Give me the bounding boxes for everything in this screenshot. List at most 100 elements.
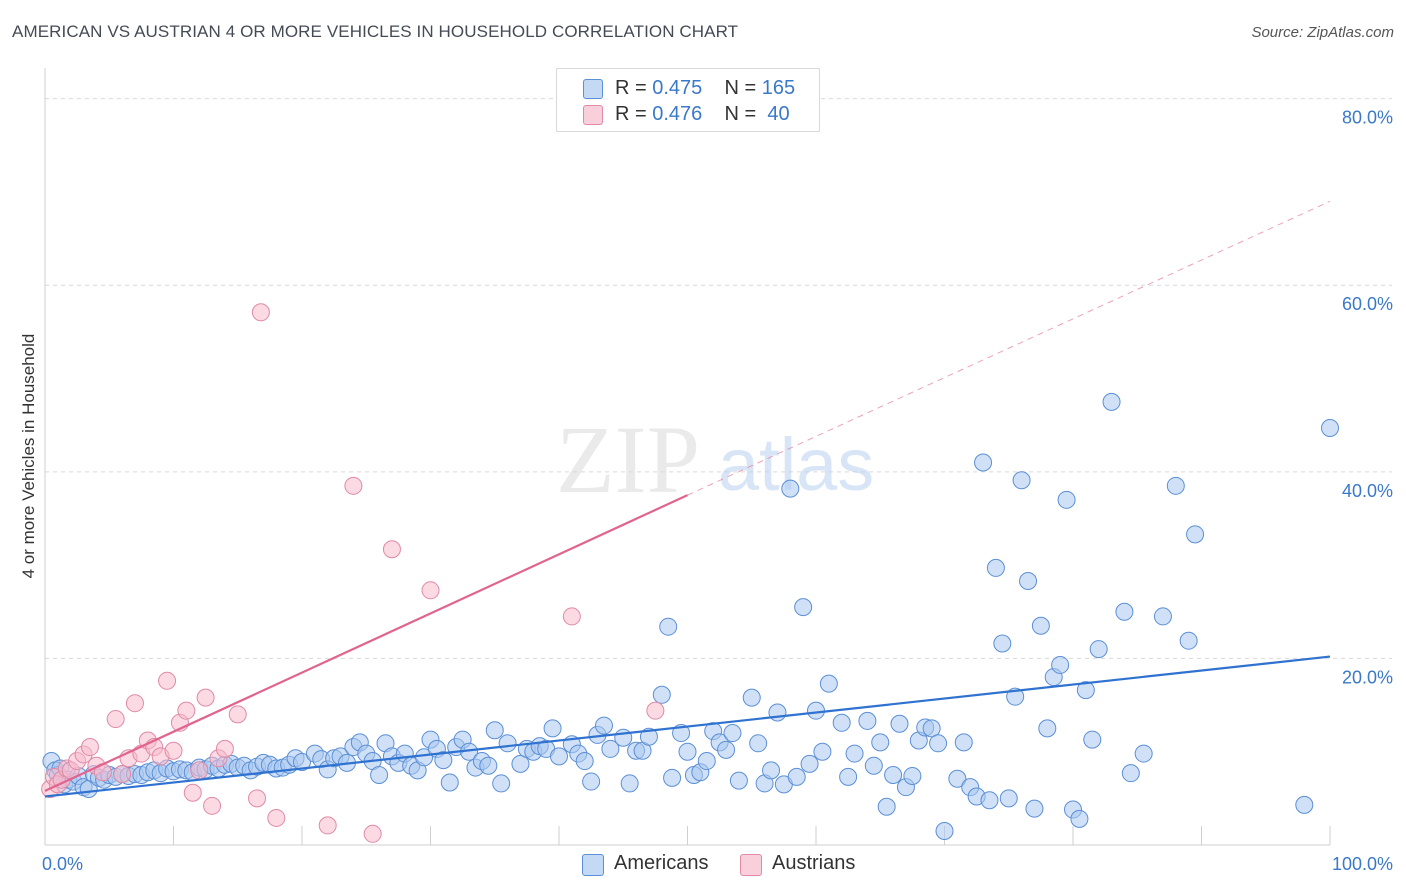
austrian-point [344, 476, 363, 495]
american-point [871, 733, 890, 752]
american-point [672, 724, 691, 743]
american-point [948, 769, 967, 788]
austrians-legend-label: Austrians [772, 852, 856, 874]
american-point [582, 772, 601, 791]
legend-n-label: N = [724, 77, 757, 99]
american-point [839, 767, 858, 786]
american-point [929, 734, 948, 753]
legend-r-label: R = [615, 77, 647, 99]
american-point [434, 751, 453, 770]
american-point [575, 752, 594, 771]
american-point [999, 789, 1018, 808]
axes [44, 68, 1331, 846]
american-point [1134, 744, 1153, 763]
austrians-legend-swatch [740, 854, 762, 876]
americans-trend-line [44, 655, 1331, 798]
austrian-point [183, 783, 202, 802]
austrian-point [228, 705, 247, 724]
american-point [993, 634, 1012, 653]
watermark-zip: ZIP [556, 406, 700, 513]
austrian-point [251, 303, 270, 322]
austrian-point [164, 741, 183, 760]
american-point [1019, 571, 1038, 590]
american-point [440, 773, 459, 792]
american-point [800, 754, 819, 773]
american-point [594, 716, 613, 735]
american-point [498, 734, 517, 753]
american-point [678, 742, 697, 761]
austrian-point [177, 701, 196, 720]
american-point [832, 713, 851, 732]
austrians-swatch [583, 105, 603, 125]
austrian-point [363, 824, 382, 843]
y-tick-label: 20.0% [1342, 667, 1393, 687]
american-point [954, 733, 973, 752]
x-tick-label: 0.0% [42, 854, 83, 874]
american-point [986, 558, 1005, 577]
american-point [1076, 681, 1095, 700]
series-legend: Americans Austrians [0, 850, 1406, 880]
american-point [1102, 392, 1121, 411]
american-point [717, 740, 736, 759]
y-tick-label: 40.0% [1342, 481, 1393, 501]
american-point [511, 754, 530, 773]
legend-r-value: 0.476 [652, 103, 703, 125]
legend-n-value: 40 [767, 103, 790, 125]
american-point [1038, 719, 1057, 738]
grid-lines [45, 98, 1392, 659]
chart-title: AMERICAN VS AUSTRIAN 4 OR MORE VEHICLES … [12, 22, 739, 41]
americans-points [42, 392, 1339, 841]
american-point [415, 748, 434, 767]
austrian-point [196, 688, 215, 707]
american-point [935, 822, 954, 841]
american-point [723, 724, 742, 743]
american-point [922, 719, 941, 738]
legend-n-value: 165 [761, 77, 796, 99]
american-point [1083, 730, 1102, 749]
americans-legend-swatch [582, 854, 604, 876]
american-point [890, 714, 909, 733]
austrian-point [190, 761, 209, 780]
tick-labels: 20.0% 40.0% 60.0% 80.0% 0.0% 100.0% [42, 108, 1393, 874]
americans-swatch [583, 79, 603, 99]
american-point [543, 719, 562, 738]
american-point [1295, 795, 1314, 814]
y-axis-label: 4 or more Vehicles in Household [19, 334, 38, 579]
american-point [980, 791, 999, 810]
austrian-point [248, 789, 267, 808]
american-point [1031, 616, 1050, 635]
austrian-point [318, 816, 337, 835]
american-point [1089, 640, 1108, 659]
american-point [1321, 418, 1339, 437]
american-point [697, 752, 716, 771]
american-point [293, 752, 311, 771]
austrian-point [421, 581, 440, 600]
american-point [1051, 655, 1070, 674]
austrian-point [106, 710, 125, 729]
american-point [1057, 490, 1076, 509]
american-point [1186, 525, 1205, 544]
american-point [1166, 476, 1185, 495]
american-point [1153, 607, 1172, 626]
legend-r-value: 0.475 [652, 77, 703, 99]
austrian-point [158, 671, 177, 690]
american-point [845, 744, 864, 763]
american-point [1006, 687, 1025, 706]
y-tick-label: 60.0% [1342, 294, 1393, 314]
source-label: Source: ZipAtlas.com [1251, 24, 1394, 41]
austrian-point [382, 540, 401, 559]
american-point [787, 767, 806, 786]
american-point [819, 674, 838, 693]
american-point [1121, 764, 1140, 783]
american-point [974, 453, 993, 472]
american-point [794, 598, 813, 617]
american-point [742, 688, 761, 707]
legend-n-label: N = [724, 103, 757, 125]
austrian-point [113, 765, 132, 784]
american-point [903, 766, 922, 785]
american-point [1115, 602, 1134, 621]
austrian-point [80, 738, 99, 757]
austrians-trend-line [44, 494, 688, 792]
legend-r-label: R = [615, 103, 647, 125]
